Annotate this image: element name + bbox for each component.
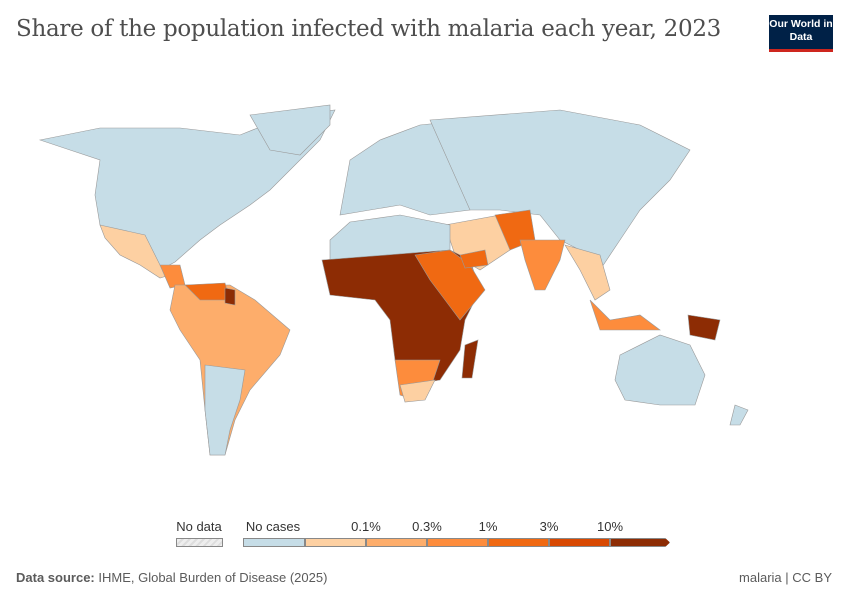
legend-bin-1 xyxy=(305,538,366,547)
legend-bin-4 xyxy=(488,538,549,547)
madagascar[interactable] xyxy=(461,339,479,379)
legend-bin-5 xyxy=(549,538,610,547)
legend-bin-3 xyxy=(427,538,488,547)
mexico[interactable] xyxy=(99,224,171,279)
australia[interactable] xyxy=(614,334,706,406)
legend-tick: 0.1% xyxy=(351,519,381,534)
asia[interactable] xyxy=(429,109,691,271)
world-map xyxy=(38,104,749,456)
legend-tick: 3% xyxy=(539,519,559,534)
india[interactable] xyxy=(519,239,566,291)
chart-title: Share of the population infected with ma… xyxy=(16,16,721,42)
new-zealand[interactable] xyxy=(729,404,749,426)
yemen[interactable] xyxy=(459,249,489,269)
greenland[interactable] xyxy=(249,104,331,156)
legend-bin-6 xyxy=(610,538,670,547)
legend-tick: 10% xyxy=(596,519,624,534)
legend-bin-2 xyxy=(366,538,427,547)
southeast-asia[interactable] xyxy=(564,244,611,301)
papua-new-guinea[interactable] xyxy=(687,314,721,341)
legend-no-cases-swatch xyxy=(243,538,305,547)
source-label: Data source: xyxy=(16,570,95,585)
legend-no-data-label: No data xyxy=(176,519,222,534)
legend: No data No cases 0.1% 0.3% 1% 3% 10% xyxy=(0,515,850,555)
footer-license[interactable]: malaria | CC BY xyxy=(739,570,832,585)
logo-text: Our World in Data xyxy=(769,18,833,43)
source-text[interactable]: IHME, Global Burden of Disease (2025) xyxy=(98,570,328,585)
owid-logo[interactable]: Our World in Data xyxy=(769,15,833,52)
southern-cone[interactable] xyxy=(204,364,246,456)
guyana[interactable] xyxy=(224,287,236,306)
legend-tick: 0.3% xyxy=(412,519,442,534)
legend-no-data-swatch xyxy=(176,538,223,547)
legend-tick: 1% xyxy=(478,519,498,534)
data-source: Data source: IHME, Global Burden of Dise… xyxy=(16,570,327,585)
south-africa[interactable] xyxy=(399,379,436,403)
legend-no-cases-label: No cases xyxy=(245,519,301,534)
indonesia[interactable] xyxy=(589,299,661,331)
